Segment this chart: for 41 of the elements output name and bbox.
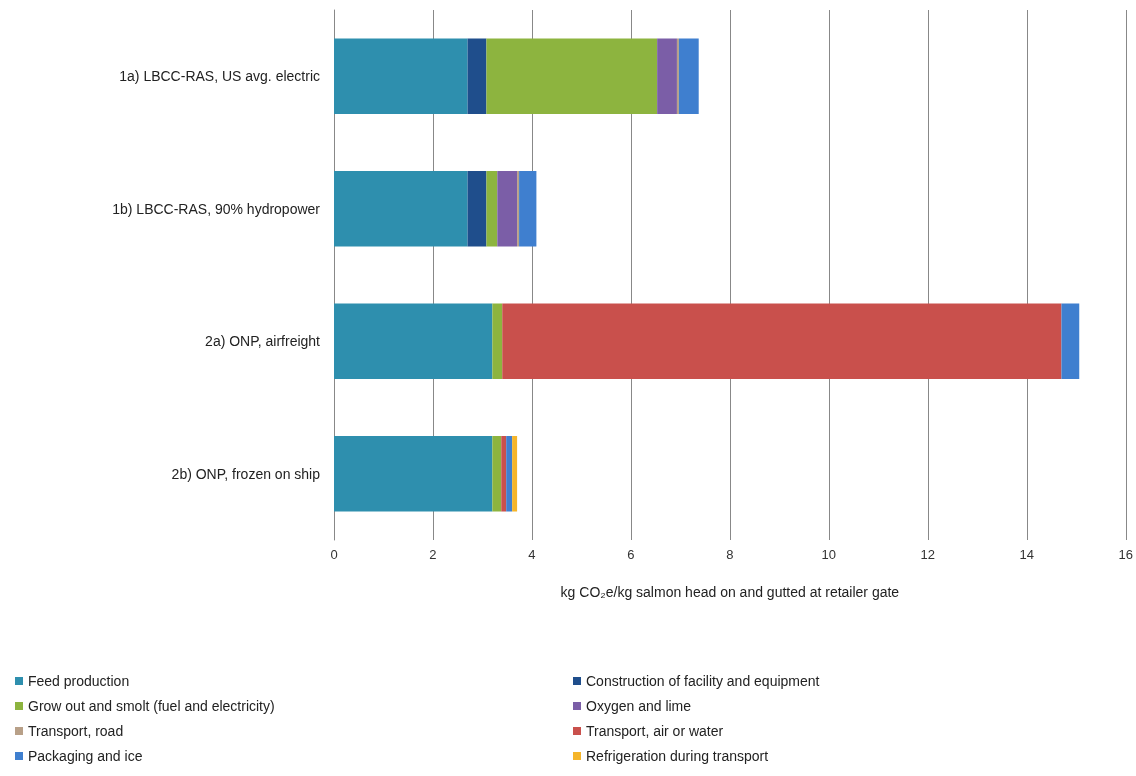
legend-label: Transport, road xyxy=(28,723,124,739)
x-tick-label: 2 xyxy=(429,547,437,562)
bar xyxy=(502,303,1062,380)
bar xyxy=(512,435,518,512)
bar xyxy=(334,303,493,380)
x-tick-label: 16 xyxy=(1118,547,1133,562)
x-axis-title: kg CO₂e/kg salmon head on and gutted at retailer gate xyxy=(560,584,900,600)
bar xyxy=(486,170,498,247)
x-tick-label: 8 xyxy=(726,547,734,562)
legend-label: Oxygen and lime xyxy=(586,698,692,714)
bar xyxy=(492,303,503,380)
legend-label: Packaging and ice xyxy=(28,748,143,764)
bar xyxy=(467,170,487,247)
bar xyxy=(467,38,487,115)
x-tick-label: 4 xyxy=(528,547,536,562)
y-tick-label: 1a) LBCC-RAS, US avg. electric xyxy=(119,68,320,85)
legend-label: Refrigeration during transport xyxy=(586,748,769,764)
bar xyxy=(497,170,518,247)
bar xyxy=(519,170,537,247)
y-tick-label: 1b) LBCC-RAS, 90% hydropower xyxy=(112,200,321,217)
x-tick-label: 14 xyxy=(1019,547,1035,562)
bar xyxy=(506,435,513,512)
x-tick-label: 10 xyxy=(821,547,837,562)
x-tick-label: 0 xyxy=(330,547,338,562)
legend-label: Grow out and smolt (fuel and electricity) xyxy=(28,698,275,714)
x-tick-label: 6 xyxy=(627,547,635,562)
bar xyxy=(501,435,507,512)
bar xyxy=(678,38,699,115)
legend-label: Construction of facility and equipment xyxy=(586,673,820,689)
bar xyxy=(334,435,493,512)
bar xyxy=(1061,303,1080,380)
bar xyxy=(657,38,677,115)
y-tick-label: 2a) ONP, airfreight xyxy=(205,333,321,350)
y-tick-label: 2b) ONP, frozen on ship xyxy=(171,465,321,482)
x-tick-label: 12 xyxy=(920,547,936,562)
bar xyxy=(492,435,502,512)
bar xyxy=(486,38,658,115)
legend-label: Transport, air or water xyxy=(586,723,724,739)
bar xyxy=(334,38,468,115)
legend-label: Feed production xyxy=(28,673,130,689)
bar xyxy=(334,170,468,247)
